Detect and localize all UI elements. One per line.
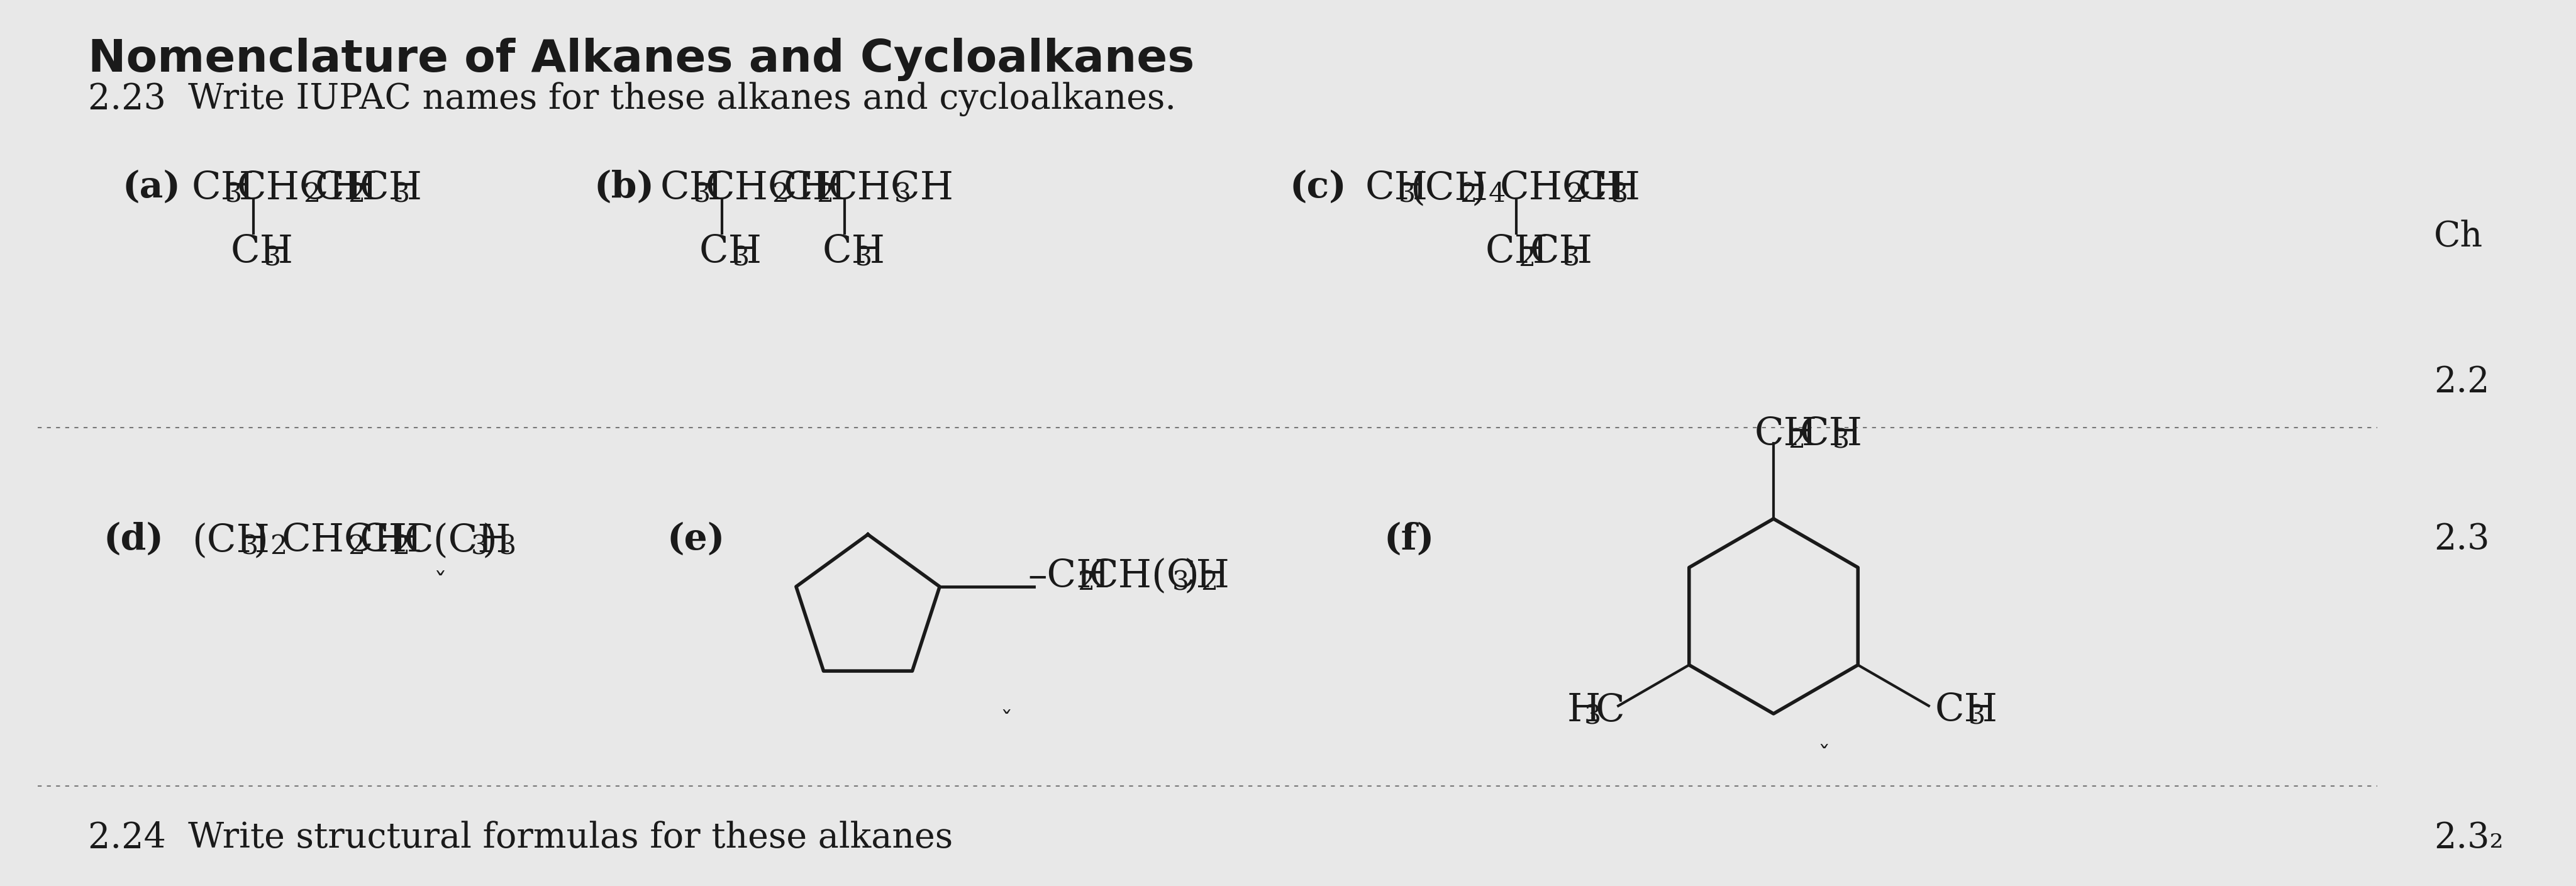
Text: 3: 3	[392, 182, 410, 208]
Text: ˇ: ˇ	[999, 711, 1012, 734]
Text: 2: 2	[392, 533, 410, 560]
Text: 3: 3	[1564, 245, 1579, 271]
Text: (d): (d)	[103, 522, 165, 557]
Text: CH: CH	[698, 233, 762, 271]
Text: CH: CH	[1484, 233, 1548, 271]
Text: 3: 3	[242, 533, 258, 560]
Text: CHCH: CHCH	[706, 170, 832, 207]
Text: 2.23  Write IUPAC names for these alkanes and cycloalkanes.: 2.23 Write IUPAC names for these alkanes…	[88, 82, 1177, 116]
Text: 2.24  Write structural formulas for these alkanes: 2.24 Write structural formulas for these…	[88, 820, 953, 855]
Text: (a): (a)	[124, 170, 180, 205]
Text: 3: 3	[855, 245, 873, 271]
Text: 2: 2	[1461, 182, 1476, 208]
Text: 2: 2	[270, 533, 286, 560]
Text: 3: 3	[1832, 427, 1850, 454]
Text: 2: 2	[1200, 569, 1218, 595]
Text: 2: 2	[1788, 427, 1806, 454]
Text: ): )	[252, 522, 268, 560]
Text: 2.3: 2.3	[2434, 522, 2488, 556]
Text: CH: CH	[191, 170, 255, 207]
Text: CH: CH	[822, 233, 886, 271]
Text: CHCH: CHCH	[237, 170, 363, 207]
Text: 2: 2	[304, 182, 319, 208]
Text: Ch: Ch	[2434, 220, 2483, 254]
Text: 3: 3	[1610, 182, 1628, 208]
Text: CHCH: CHCH	[827, 170, 953, 207]
Text: 3: 3	[500, 533, 515, 560]
Text: 2: 2	[1077, 569, 1095, 595]
Text: 2: 2	[817, 182, 835, 208]
Text: ): )	[1185, 557, 1198, 595]
Text: CH: CH	[361, 170, 422, 207]
Text: 2: 2	[1517, 245, 1535, 271]
Text: 3: 3	[732, 245, 750, 271]
Text: (CH: (CH	[191, 522, 270, 560]
Text: 3: 3	[471, 533, 487, 560]
Text: CH: CH	[1801, 416, 1862, 454]
Text: 3: 3	[1584, 703, 1600, 730]
Text: 3: 3	[1399, 182, 1414, 208]
Text: C: C	[1595, 692, 1625, 730]
Text: (c): (c)	[1288, 170, 1347, 205]
Text: CH: CH	[1754, 416, 1819, 454]
Text: H: H	[1566, 692, 1600, 730]
Text: –CH: –CH	[1028, 557, 1110, 595]
Text: CH: CH	[1577, 170, 1641, 207]
Text: 3: 3	[894, 182, 912, 208]
Text: CH: CH	[659, 170, 724, 207]
Text: 4: 4	[1489, 182, 1504, 208]
Text: CHCH: CHCH	[281, 522, 407, 560]
Text: ˇ: ˇ	[433, 571, 446, 598]
Text: CH(CH: CH(CH	[1090, 557, 1229, 595]
Text: CH: CH	[1530, 233, 1592, 271]
Text: CH: CH	[314, 170, 379, 207]
Text: 2: 2	[348, 533, 366, 560]
Text: CH: CH	[783, 170, 845, 207]
Text: (CH: (CH	[1409, 170, 1489, 207]
Text: 2.3₂: 2.3₂	[2434, 820, 2504, 855]
Text: CH: CH	[1365, 170, 1427, 207]
Text: 3: 3	[693, 182, 711, 208]
Text: C(CH: C(CH	[404, 522, 513, 560]
Text: ˇ: ˇ	[1819, 745, 1829, 768]
Text: (e): (e)	[667, 522, 724, 557]
Text: CH: CH	[361, 522, 422, 560]
Text: (f): (f)	[1383, 522, 1435, 557]
Text: CHCH: CHCH	[1499, 170, 1625, 207]
Text: ): )	[482, 522, 497, 560]
Text: 3: 3	[265, 245, 281, 271]
Text: 2.2: 2.2	[2434, 365, 2488, 399]
Text: ): )	[1471, 170, 1486, 207]
Text: Nomenclature of Alkanes and Cycloalkanes: Nomenclature of Alkanes and Cycloalkanes	[88, 38, 1195, 82]
Text: 3: 3	[1968, 703, 1986, 730]
Text: (b): (b)	[595, 170, 654, 205]
Text: 2: 2	[348, 182, 366, 208]
Text: CH: CH	[232, 233, 294, 271]
Text: 2: 2	[773, 182, 788, 208]
Text: 3: 3	[224, 182, 242, 208]
Text: 3: 3	[1172, 569, 1190, 595]
Text: 2: 2	[1566, 182, 1584, 208]
Text: CH: CH	[1935, 692, 1999, 730]
